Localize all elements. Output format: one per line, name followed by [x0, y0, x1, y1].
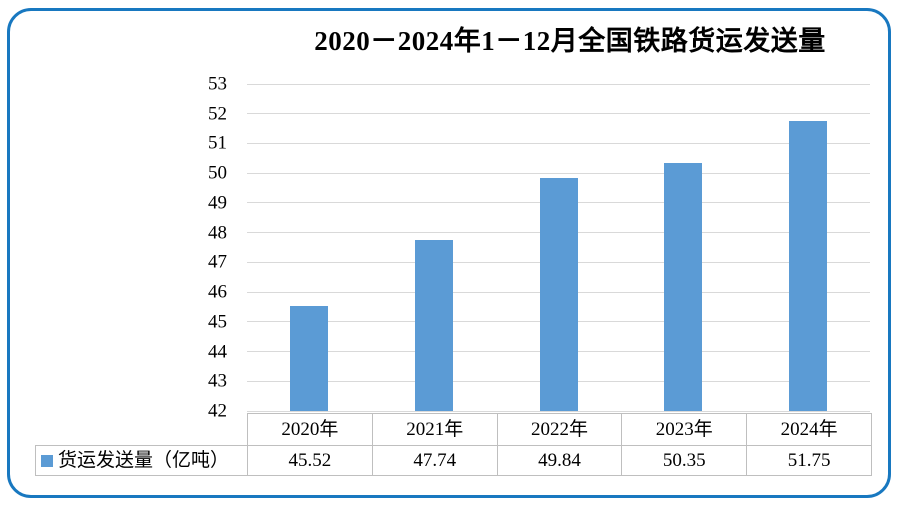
- gridline: [247, 113, 870, 115]
- chart-title: 2020－2024年1－12月全国铁路货运发送量: [314, 26, 826, 56]
- value-cell: 51.75: [746, 445, 872, 476]
- value-cell: 45.52: [247, 445, 373, 476]
- bar-2022年: [539, 177, 578, 411]
- gridline: [247, 410, 870, 412]
- y-tick-label: 45: [208, 311, 227, 333]
- gridline: [247, 172, 870, 174]
- y-tick-label: 52: [208, 103, 227, 125]
- y-tick-label: 53: [208, 73, 227, 95]
- value-cell: 47.74: [371, 445, 498, 476]
- legend-cell: 货运发送量（亿吨）: [35, 445, 248, 476]
- y-tick-label: 47: [208, 251, 227, 273]
- legend-series-label: 货运发送量（亿吨）: [58, 450, 230, 471]
- y-tick-label: 46: [208, 281, 227, 303]
- table-corner-empty: [36, 414, 248, 446]
- y-tick-label: 44: [208, 341, 227, 363]
- y-axis: 53 52 51 50 49 48 47 46 45 44 43 42: [183, 75, 237, 421]
- y-tick-label: 42: [208, 400, 227, 422]
- y-tick-label: 51: [208, 132, 227, 154]
- y-tick-label: 43: [208, 370, 227, 392]
- value-cell: 49.84: [496, 445, 623, 476]
- gridline: [247, 83, 870, 85]
- category-cell: 2024年: [746, 413, 872, 446]
- gridline: [247, 142, 870, 144]
- bar-2020年: [290, 306, 329, 411]
- plot-area: [247, 83, 870, 412]
- value-cell: 50.35: [621, 445, 748, 476]
- legend-swatch-icon: [41, 455, 53, 467]
- y-tick-label: 49: [208, 192, 227, 214]
- category-cell: 2020年: [247, 413, 373, 446]
- data-table: 2020年 2021年 2022年 2023年 2024年 货运发送量（亿吨） 45.52 4…: [35, 413, 872, 476]
- y-tick-label: 48: [208, 222, 227, 244]
- category-cell: 2021年: [371, 413, 498, 446]
- y-tick-label: 50: [208, 162, 227, 184]
- bar-2021年: [414, 240, 453, 411]
- bar-2024年: [788, 121, 827, 411]
- category-cell: 2023年: [621, 413, 748, 446]
- category-cell: 2022年: [496, 413, 623, 446]
- bar-2023年: [664, 162, 703, 411]
